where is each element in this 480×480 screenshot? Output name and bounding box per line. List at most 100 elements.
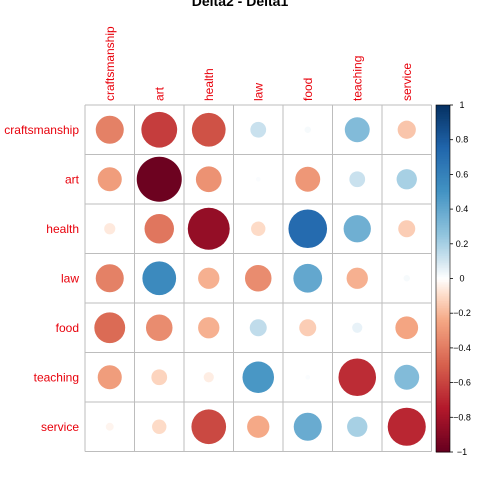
correlation-circle-food-law (249, 319, 267, 337)
colorbar-segment (436, 207, 450, 210)
colorbar-segment (436, 196, 450, 200)
colorbar-segment (436, 143, 450, 146)
correlation-circle-craftsmanship-service (397, 120, 416, 139)
colorbar-segment (436, 247, 450, 250)
column-label-law: law (251, 83, 265, 101)
correlation-circle-art-food (295, 166, 321, 192)
colorbar-segment (436, 235, 450, 238)
colorbar-segment (436, 382, 450, 385)
correlation-circle-service-law (247, 415, 270, 438)
colorbar-segment (436, 176, 450, 179)
colorbar-segment (436, 254, 450, 257)
colorbar-segment (436, 210, 450, 214)
correlation-circle-craftsmanship-art (141, 111, 178, 148)
correlation-circle-art-health (195, 166, 222, 193)
colorbar-segment (436, 216, 450, 219)
colorbar-segment (436, 366, 450, 370)
colorbar-segment (436, 313, 450, 316)
colorbar-segment (436, 424, 450, 427)
colorbar-segment (436, 337, 450, 340)
colorbar-segment (436, 169, 450, 172)
colorbar-segment (436, 153, 450, 156)
colorbar-segment (436, 349, 450, 352)
colorbar-segment (436, 252, 450, 255)
colorbar-segment (436, 439, 450, 443)
colorbar-segment (436, 342, 450, 345)
colorbar-segment (436, 327, 450, 330)
colorbar-segment (436, 398, 450, 401)
colorbar-segment (436, 436, 450, 439)
colorbar-segment (436, 410, 450, 413)
correlation-circle-craftsmanship-health (191, 112, 226, 147)
colorbar-segment (436, 115, 450, 118)
colorbar-segment (436, 106, 450, 109)
correlation-circle-law-law (244, 264, 272, 292)
colorbar-segment (436, 295, 450, 299)
colorbar-segment (436, 158, 450, 162)
correlation-circle-teaching-health (203, 372, 214, 383)
colorbar-segment (436, 271, 450, 274)
colorbar-segment (436, 179, 450, 182)
colorbar-segment (436, 209, 450, 212)
correlation-circle-service-teaching (347, 416, 368, 437)
correlation-circle-teaching-craftsmanship (97, 365, 122, 390)
colorbar-segment (436, 372, 450, 375)
color-legend: 1 0.8 0.6 0.4 0.2 0 −0.2 −0.4 −0.6 −0.8 −1 (435, 100, 471, 457)
colorbar-segment (436, 262, 450, 266)
correlation-grid (84, 104, 432, 452)
correlation-circle-food-food (299, 319, 317, 337)
colorbar-segment (436, 170, 450, 174)
colorbar-segment (436, 370, 450, 373)
colorbar-segment (436, 184, 450, 188)
column-label-craftsmanship: craftsmanship (103, 26, 117, 101)
colorbar-tick-label: 0.6 (456, 169, 469, 179)
colorbar-segment (436, 443, 450, 446)
colorbar-tick-label: −0.8 (453, 412, 471, 422)
correlation-circle-food-art (145, 314, 173, 342)
colorbar-segment (436, 229, 450, 233)
colorbar-segment (436, 294, 450, 297)
column-label-service: service (400, 63, 414, 101)
colorbar-segment (436, 387, 450, 391)
correlation-circle-craftsmanship-food (304, 126, 311, 133)
colorbar-segment (436, 177, 450, 181)
colorbar-segment (436, 332, 450, 335)
correlation-circle-service-food (293, 412, 322, 441)
colorbar-tick-label: −0.6 (453, 378, 471, 388)
correlation-circle-craftsmanship-teaching (344, 117, 370, 143)
colorbar-segment (436, 299, 450, 302)
colorbar-segment (436, 134, 450, 137)
colorbar-segment (436, 394, 450, 397)
colorbar-segment (436, 417, 450, 420)
colorbar-tick-label: −1 (457, 447, 467, 457)
colorbar-segment (436, 393, 450, 396)
colorbar-tick-label: 0.2 (456, 239, 469, 249)
colorbar-segment (436, 351, 450, 354)
column-label-teaching: teaching (350, 56, 364, 101)
colorbar-segment (436, 228, 450, 231)
colorbar-segment (436, 160, 450, 163)
colorbar-segment (436, 420, 450, 424)
correlation-circle-teaching-food (305, 374, 311, 380)
colorbar-segment (436, 131, 450, 134)
colorbar-segment (436, 344, 450, 347)
colorbar-segment (436, 335, 450, 338)
colorbar-segment (436, 280, 450, 283)
row-label-craftsmanship: craftsmanship (4, 123, 79, 137)
colorbar-segment (436, 231, 450, 234)
colorbar-segment (436, 125, 450, 129)
correlation-circle-service-art (152, 419, 167, 434)
colorbar-segment (436, 380, 450, 384)
colorbar-segment (436, 165, 450, 168)
colorbar-segment (436, 224, 450, 227)
correlation-circle-teaching-service (394, 364, 420, 390)
colorbar-segment (436, 373, 450, 377)
colorbar-segment (436, 403, 450, 406)
colorbar-segment (436, 401, 450, 404)
colorbar-segment (436, 266, 450, 269)
colorbar-segment (436, 172, 450, 175)
colorbar-segment (436, 257, 450, 260)
colorbar-segment (436, 117, 450, 120)
correlation-circle-art-law (255, 176, 261, 182)
colorbar-tick-label: 0.8 (456, 135, 469, 145)
